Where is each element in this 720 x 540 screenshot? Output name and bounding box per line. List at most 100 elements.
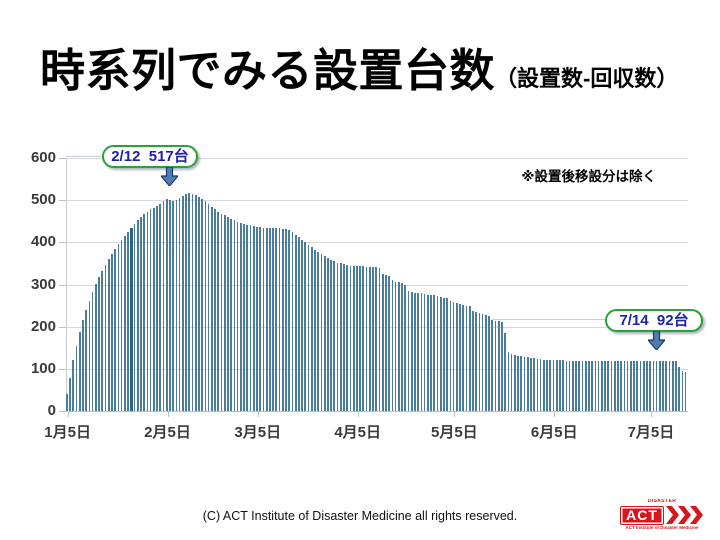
gridline: [66, 242, 688, 244]
bar: [594, 361, 597, 411]
bar: [407, 290, 410, 411]
bar: [156, 205, 158, 411]
bar: [146, 211, 149, 411]
bar: [175, 200, 178, 411]
bar: [439, 297, 442, 411]
bar: [488, 315, 490, 411]
bar: [604, 361, 606, 411]
x-axis-tick: [67, 412, 69, 417]
bar: [629, 361, 632, 411]
bar: [575, 360, 577, 411]
bar: [153, 207, 155, 411]
callout-leader-line-last: [492, 319, 605, 320]
bar: [623, 361, 626, 411]
bar: [256, 226, 258, 411]
bar: [397, 282, 400, 411]
bar: [272, 228, 274, 411]
y-axis-tick: [59, 158, 66, 159]
bar: [501, 321, 503, 411]
bar: [111, 254, 113, 411]
bar: [401, 283, 403, 411]
bar: [546, 359, 548, 411]
bar: [107, 259, 110, 411]
x-axis-tick-label: 1月5日: [44, 424, 91, 441]
y-axis-tick-label: 0: [47, 402, 56, 419]
bar: [240, 223, 242, 411]
callout-peak: 2/12 517台: [102, 145, 198, 168]
bar: [117, 244, 120, 411]
bar: [320, 253, 323, 411]
bar: [346, 265, 349, 411]
bar: [172, 201, 175, 411]
x-axis-tick-label: 4月5日: [334, 424, 381, 441]
bar: [323, 255, 326, 411]
bar: [542, 359, 545, 411]
bar: [449, 301, 452, 411]
bar: [124, 236, 126, 411]
bar: [668, 361, 671, 411]
bar: [182, 195, 184, 411]
bar: [352, 265, 355, 411]
bar: [66, 394, 68, 411]
bar: [375, 267, 378, 411]
logo-top-text: DISASTER: [647, 499, 677, 504]
bar: [513, 354, 516, 411]
bar: [165, 199, 168, 411]
bar: [684, 372, 687, 411]
bar: [504, 333, 506, 411]
bar: [101, 270, 104, 411]
bar: [581, 361, 584, 411]
x-axis-tick: [554, 412, 556, 417]
y-axis-tick: [59, 242, 66, 244]
x-axis-tick-label: 7月5日: [627, 424, 675, 441]
y-axis-tick-label: 200: [30, 317, 56, 335]
title-main: 時系列でみる設置台数: [40, 45, 496, 96]
bar: [588, 361, 590, 411]
bar: [372, 267, 374, 411]
bar: [578, 361, 581, 411]
bar: [230, 218, 233, 411]
y-axis-tick-label: 600: [30, 149, 56, 166]
bar: [410, 291, 413, 411]
bar: [404, 284, 407, 411]
bar: [82, 320, 84, 411]
bar: [262, 227, 265, 411]
bar: [523, 356, 526, 411]
bar: [446, 298, 448, 411]
copyright-text: (C) ACT Institute of Disaster Medicine a…: [202, 509, 518, 523]
bar: [307, 244, 310, 411]
bar: [536, 358, 539, 411]
bar: [304, 242, 307, 411]
bar: [433, 295, 436, 411]
bar: [298, 237, 300, 411]
x-axis-tick: [257, 412, 259, 417]
bar: [600, 361, 603, 411]
bar: [246, 225, 249, 411]
bar: [95, 283, 97, 411]
bar: [227, 217, 229, 411]
bar: [430, 295, 432, 411]
bar: [394, 281, 397, 411]
bar: [378, 267, 381, 411]
bar: [633, 361, 635, 411]
bar: [452, 302, 455, 411]
down-arrow-icon: [161, 167, 178, 186]
bar: [178, 198, 181, 411]
down-arrow-icon: [648, 331, 665, 350]
y-axis-tick: [59, 200, 66, 202]
bar: [665, 361, 668, 411]
bar: [333, 261, 336, 411]
bar: [591, 361, 593, 411]
y-axis-tick: [59, 326, 66, 328]
bar: [343, 264, 345, 411]
x-axis-tick-label: 2月5日: [144, 424, 191, 441]
bar: [655, 361, 658, 411]
bar: [136, 220, 139, 411]
act-logo: DISASTER ACT ACT Institute of Disaster M…: [614, 499, 710, 531]
bar: [204, 201, 207, 411]
chevrons-icon: [665, 506, 703, 525]
callout-leader-line-peak: [66, 156, 102, 157]
bar: [517, 355, 519, 411]
bar: [507, 351, 510, 411]
